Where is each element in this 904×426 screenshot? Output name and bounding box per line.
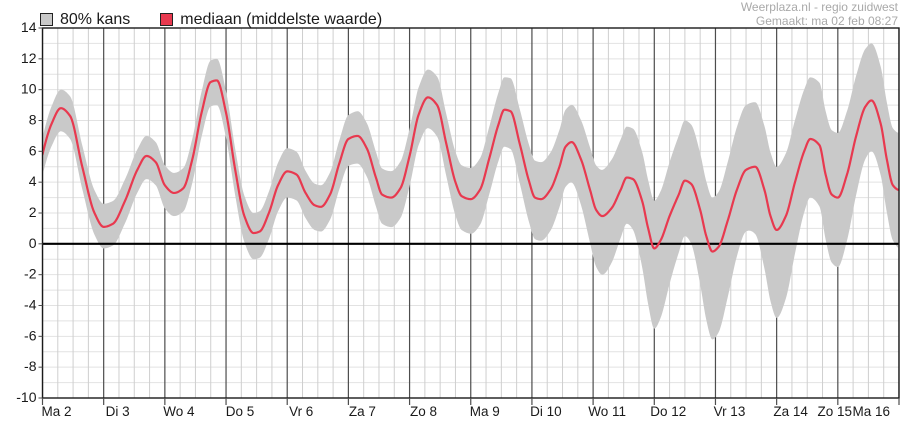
svg-text:14: 14 xyxy=(21,19,37,35)
svg-text:Ma 2: Ma 2 xyxy=(41,404,71,419)
svg-text:Zo 15: Zo 15 xyxy=(818,404,853,419)
svg-text:Di 10: Di 10 xyxy=(530,404,562,419)
svg-text:6: 6 xyxy=(29,142,37,158)
svg-text:10: 10 xyxy=(21,81,37,97)
svg-text:Za 14: Za 14 xyxy=(773,404,808,419)
svg-text:Vr 13: Vr 13 xyxy=(714,404,746,419)
svg-text:Wo 4: Wo 4 xyxy=(163,404,195,419)
svg-text:Ma 9: Ma 9 xyxy=(470,404,500,419)
svg-text:-10: -10 xyxy=(16,389,36,405)
svg-text:Vr 6: Vr 6 xyxy=(289,404,313,419)
svg-text:Wo 11: Wo 11 xyxy=(588,404,626,419)
svg-text:Di 3: Di 3 xyxy=(106,404,130,419)
svg-text:2: 2 xyxy=(29,204,37,220)
svg-text:Ma 16: Ma 16 xyxy=(852,404,890,419)
svg-text:0: 0 xyxy=(29,235,37,251)
svg-text:-6: -6 xyxy=(24,327,37,343)
svg-text:4: 4 xyxy=(29,173,37,189)
svg-text:-8: -8 xyxy=(24,358,37,374)
svg-text:Zo 8: Zo 8 xyxy=(410,404,437,419)
svg-text:Do 5: Do 5 xyxy=(226,404,255,419)
svg-text:-4: -4 xyxy=(24,297,37,313)
svg-text:12: 12 xyxy=(21,50,37,66)
svg-text:Za 7: Za 7 xyxy=(349,404,376,419)
svg-text:8: 8 xyxy=(29,112,37,128)
svg-text:-2: -2 xyxy=(24,266,37,282)
svg-text:Do 12: Do 12 xyxy=(650,404,686,419)
